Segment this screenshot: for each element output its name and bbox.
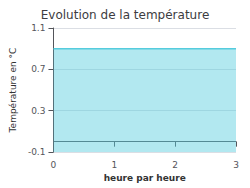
svg-text:1.1: 1.1 xyxy=(31,23,45,33)
svg-text:2: 2 xyxy=(172,160,178,170)
svg-text:-0.1: -0.1 xyxy=(28,147,46,157)
svg-text:1: 1 xyxy=(111,160,117,170)
svg-text:heure par heure: heure par heure xyxy=(104,173,186,183)
svg-text:0.3: 0.3 xyxy=(31,106,45,116)
svg-text:0.7: 0.7 xyxy=(31,64,45,74)
svg-text:0: 0 xyxy=(51,160,57,170)
svg-text:Evolution de la température: Evolution de la température xyxy=(41,8,210,22)
svg-text:Température en °C: Température en °C xyxy=(8,48,18,134)
svg-text:3: 3 xyxy=(233,160,239,170)
